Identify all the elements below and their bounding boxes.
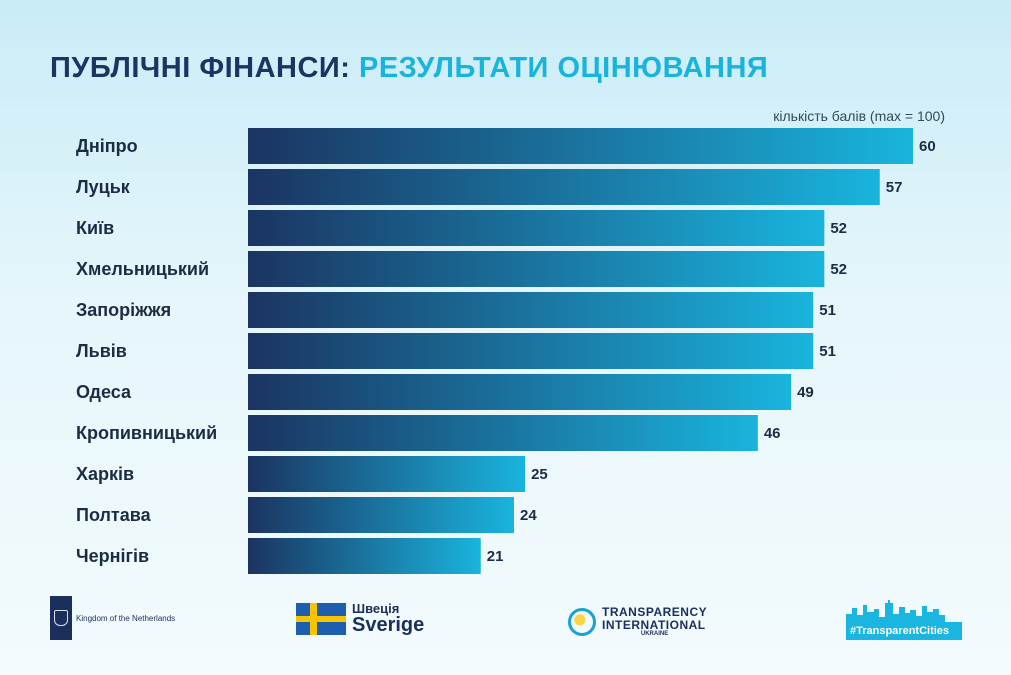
bar [248, 333, 814, 369]
category-label: Кропивницький [76, 423, 217, 443]
category-label: Одеса [76, 382, 132, 402]
value-label: 46 [764, 425, 781, 442]
sweden-logo: Швеція Sverige [296, 602, 424, 635]
bar [248, 374, 792, 410]
title-part-1: ПУБЛІЧНІ ФІНАНСИ: [50, 52, 351, 84]
title-part-2: РЕЗУЛЬТАТИ ОЦІНЮВАННЯ [359, 52, 769, 84]
bar [248, 456, 526, 492]
value-label: 49 [797, 384, 814, 401]
ti-line-1: TRANSPARENCY [602, 605, 708, 619]
transparent-cities-tag: #TransparentCities [846, 622, 962, 640]
netherlands-text: Kingdom of the Netherlands [76, 613, 176, 623]
ti-line-2: INTERNATIONAL [602, 617, 706, 632]
bar [248, 292, 814, 328]
category-label: Хмельницький [76, 259, 209, 279]
value-label: 60 [919, 138, 936, 155]
netherlands-logo: Kingdom of the Netherlands [50, 596, 175, 640]
bar [248, 210, 825, 246]
value-label: 24 [520, 507, 537, 524]
bar [248, 538, 481, 574]
category-label: Полтава [76, 505, 152, 525]
city-skyline-icon [846, 600, 945, 622]
category-label: Львів [76, 341, 127, 361]
value-label: 51 [819, 343, 836, 360]
category-label: Харків [76, 464, 134, 484]
page-title: ПУБЛІЧНІ ФІНАНСИ: РЕЗУЛЬТАТИ ОЦІНЮВАННЯ [50, 52, 768, 85]
sweden-flag-icon [296, 602, 346, 635]
value-label: 52 [830, 261, 847, 278]
value-label: 52 [830, 220, 847, 237]
unit-label: кількість балів (max = 100) [773, 108, 945, 124]
category-label: Київ [76, 218, 114, 238]
ti-line-3: UKRAINE [640, 631, 669, 638]
bar [248, 415, 758, 451]
category-label: Запоріжжя [76, 300, 171, 320]
netherlands-crest-icon [50, 596, 72, 640]
bar-chart: Дніпро 60 Луцьк 57 Київ 52 Хмельницький 52 Запор… [76, 128, 936, 574]
bar [248, 128, 913, 164]
category-label: Дніпро [76, 136, 138, 156]
bar [248, 497, 514, 533]
sweden-line-2: Sverige [352, 614, 425, 636]
category-label: Луцьк [76, 177, 131, 197]
transparency-international-logo: TRANSPARENCY INTERNATIONAL UKRAINE [568, 606, 707, 637]
footer-logos: Kingdom of the Netherlands Швеція Sverig… [0, 592, 1011, 652]
value-label: 25 [531, 466, 548, 483]
value-label: 57 [886, 179, 903, 196]
bar [248, 251, 825, 287]
ti-globe-icon [568, 607, 596, 636]
sweden-line-1: Швеція [352, 601, 400, 616]
category-label: Чернігів [76, 546, 149, 566]
bar [248, 169, 880, 205]
value-label: 21 [487, 548, 504, 565]
transparent-cities-logo: #TransparentCities [846, 600, 962, 640]
value-label: 51 [819, 302, 836, 319]
